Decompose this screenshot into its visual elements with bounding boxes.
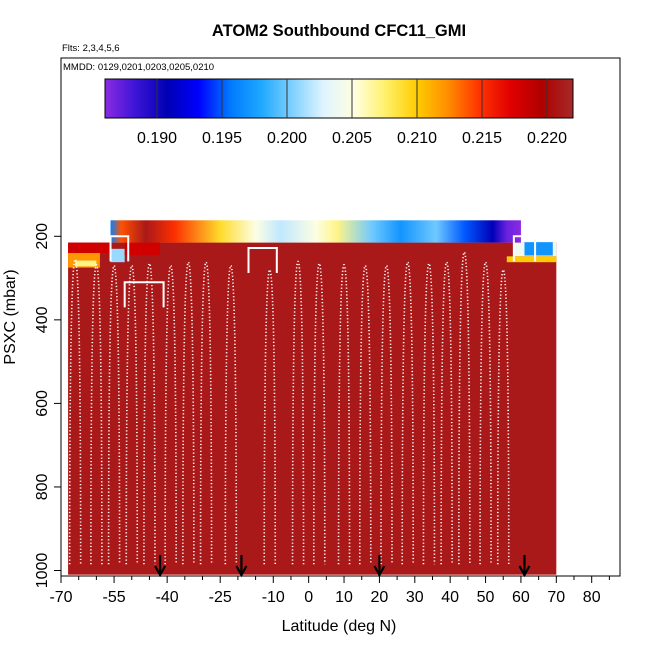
heatmap-cell bbox=[506, 256, 557, 263]
heatmap-cell bbox=[124, 242, 161, 256]
flight-profile bbox=[125, 264, 139, 565]
flight-profile bbox=[68, 258, 82, 565]
chart-title: ATOM2 Southbound CFC11_GMI bbox=[212, 22, 466, 40]
x-tick-label: 20 bbox=[371, 589, 389, 606]
flight-profile bbox=[291, 260, 305, 565]
y-axis: 200 400 600 800 1000 bbox=[34, 223, 61, 588]
flight-level-segment bbox=[109, 235, 130, 262]
flight-level-segment bbox=[512, 235, 537, 262]
flight-profile bbox=[380, 264, 393, 565]
x-tick-label: 50 bbox=[477, 589, 495, 606]
y-tick-label: 800 bbox=[34, 474, 51, 501]
flight-profile bbox=[90, 263, 103, 565]
x-axis: -70 -55 -40 -25 -10 0 10 20 30 40 50 60 70 80 bbox=[49, 575, 610, 606]
flight-level-segment bbox=[123, 281, 165, 308]
takeoff-arrow-head bbox=[235, 565, 248, 578]
y-tick-label: 1000 bbox=[34, 553, 51, 589]
x-tick-label: 10 bbox=[335, 589, 353, 606]
y-tick-label: 200 bbox=[34, 223, 51, 250]
y-tick-label: 600 bbox=[34, 390, 51, 417]
takeoff-arrow-head bbox=[154, 565, 167, 578]
x-tick-label: -25 bbox=[209, 589, 232, 606]
dates-label: MMDD: 0129,0201,0203,0205,0210 bbox=[63, 62, 214, 73]
colorbar-tick-label: 0.210 bbox=[397, 130, 437, 147]
flight-profile bbox=[164, 264, 177, 565]
takeoff-arrow-head bbox=[373, 565, 386, 578]
y-axis-label: PSXC (mbar) bbox=[2, 269, 19, 364]
x-tick-label: -70 bbox=[49, 589, 72, 606]
colorbar-ticks: 0.190 0.195 0.200 0.205 0.210 0.215 0.220 bbox=[137, 79, 567, 147]
x-tick-label: 30 bbox=[406, 589, 424, 606]
y-tick-label: 400 bbox=[34, 306, 51, 333]
colorbar-tick-label: 0.195 bbox=[202, 130, 242, 147]
heatmap-field bbox=[68, 220, 557, 575]
colorbar-tick-label: 0.190 bbox=[137, 130, 177, 147]
heatmap-cell bbox=[75, 260, 97, 267]
x-tick-label: 0 bbox=[304, 589, 313, 606]
colorbar-tick-label: 0.215 bbox=[462, 130, 502, 147]
flight-profile bbox=[337, 263, 351, 565]
curtain-band bbox=[110, 220, 521, 243]
colorbar bbox=[104, 78, 574, 119]
flights-label: Flts: 2,3,4,5,6 bbox=[62, 43, 120, 54]
colorbar-tick-label: 0.200 bbox=[267, 130, 307, 147]
flight-profile bbox=[107, 264, 121, 565]
heatmap-background bbox=[68, 242, 557, 575]
flight-profiles bbox=[68, 235, 537, 565]
heatmap-cell bbox=[110, 248, 125, 263]
takeoff-markers bbox=[154, 555, 531, 578]
flight-profile bbox=[224, 264, 238, 565]
x-axis-label: Latitude (deg N) bbox=[282, 618, 397, 635]
x-tick-label: 80 bbox=[583, 589, 601, 606]
takeoff-arrow-head bbox=[518, 565, 531, 578]
colorbar-tick-label: 0.220 bbox=[527, 130, 567, 147]
x-tick-label: 40 bbox=[441, 589, 459, 606]
x-tick-label: -40 bbox=[156, 589, 179, 606]
x-tick-label: -10 bbox=[262, 589, 285, 606]
flight-profile bbox=[358, 264, 372, 565]
heatmap-cell bbox=[524, 242, 553, 256]
flight-level-segment bbox=[247, 246, 278, 274]
heatmap-cell bbox=[68, 242, 111, 254]
x-tick-label: -55 bbox=[103, 589, 126, 606]
x-tick-label: 60 bbox=[512, 589, 530, 606]
x-tick-label: 70 bbox=[547, 589, 565, 606]
colorbar-tick-label: 0.205 bbox=[332, 130, 372, 147]
